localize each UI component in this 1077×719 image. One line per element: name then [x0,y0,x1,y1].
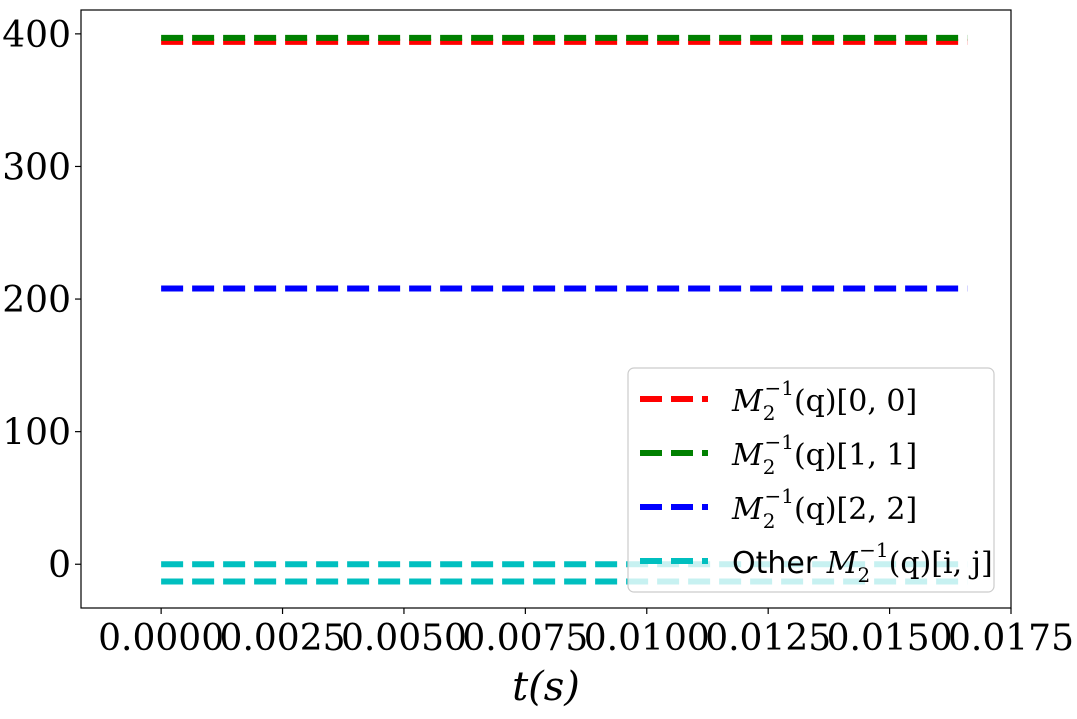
x-tick-label: 0.0075 [462,618,588,659]
legend: M2−1(q)[0, 0] M2−1(q)[1, 1] M2−1(q)[2, 2] O… [627,367,995,593]
x-tick-label: 0.0000 [98,618,224,659]
x-axis-title: t(s) [512,664,580,710]
plot-frame [80,9,1012,609]
x-tick-label: 0.0025 [220,618,346,659]
legend-label: Other M2−1(q)[i, j] [732,538,993,587]
x-tick-label: 0.0100 [584,618,710,659]
y-tick-label: 300 [2,147,71,188]
y-tick-label: 400 [2,15,71,56]
legend-label: M2−1(q)[2, 2] [731,484,917,533]
legend-label: M2−1(q)[1, 1] [731,430,917,479]
x-tick-label: 0.0150 [827,618,953,659]
x-tick-label: 0.0050 [341,618,467,659]
y-tick-label: 0 [48,545,71,586]
legend-box [627,367,995,593]
legend-label: M2−1(q)[0, 0] [731,376,917,425]
x-axis: 0.00000.00250.00500.00750.01000.01250.01… [98,608,1074,659]
y-axis: 0 100 200 300 400 [2,15,81,586]
y-tick-label: 200 [2,280,71,321]
x-tick-label: 0.0175 [948,618,1074,659]
y-tick-label: 100 [2,413,71,454]
x-tick-label: 0.0125 [705,618,831,659]
